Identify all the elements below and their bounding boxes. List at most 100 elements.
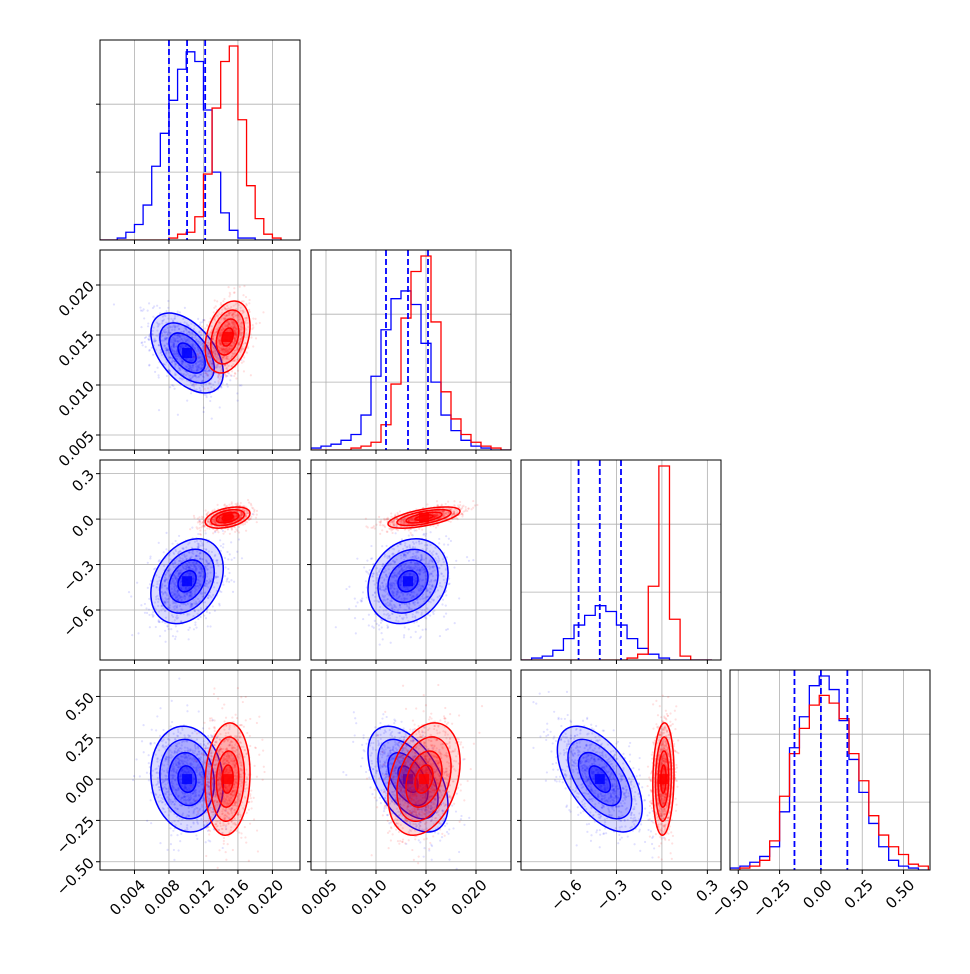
sample-point bbox=[254, 318, 256, 320]
panel-2-0: −0.6−0.30.00.3 bbox=[59, 460, 300, 664]
sample-point bbox=[219, 604, 221, 606]
sample-point bbox=[199, 529, 201, 531]
sample-point bbox=[202, 516, 204, 518]
sample-point bbox=[171, 543, 173, 545]
sample-point bbox=[147, 325, 149, 327]
sample-point bbox=[220, 302, 222, 304]
sample-point bbox=[466, 556, 468, 558]
sample-point bbox=[256, 513, 258, 515]
sample-point bbox=[348, 608, 350, 610]
sample-point bbox=[224, 575, 226, 577]
sample-point bbox=[240, 502, 242, 504]
sample-point bbox=[205, 509, 207, 511]
sample-point bbox=[169, 386, 171, 388]
sample-point bbox=[233, 375, 235, 377]
sample-point bbox=[354, 598, 356, 600]
sample-point bbox=[208, 528, 210, 530]
sample-point bbox=[204, 319, 206, 321]
sample-point bbox=[422, 629, 424, 631]
sample-point bbox=[204, 327, 206, 329]
sample-point bbox=[197, 618, 199, 620]
sample-point bbox=[149, 555, 151, 557]
sample-point bbox=[204, 331, 206, 333]
sample-point bbox=[218, 378, 220, 380]
sample-point bbox=[235, 503, 237, 505]
sample-point bbox=[177, 311, 179, 313]
sample-point bbox=[234, 291, 236, 293]
sample-point bbox=[211, 418, 213, 420]
sample-point bbox=[157, 374, 159, 376]
sample-point bbox=[220, 386, 222, 388]
sample-point bbox=[201, 522, 203, 524]
sample-point bbox=[443, 543, 445, 545]
sample-point bbox=[148, 336, 150, 338]
sample-point bbox=[206, 514, 208, 516]
sample-point bbox=[193, 517, 195, 519]
sample-point bbox=[448, 538, 450, 540]
sample-point bbox=[381, 626, 383, 628]
sample-point bbox=[450, 540, 452, 542]
sample-point bbox=[381, 529, 383, 531]
sample-point bbox=[212, 532, 214, 534]
sample-point bbox=[421, 529, 423, 531]
sample-point bbox=[241, 300, 243, 302]
sample-point bbox=[374, 620, 376, 622]
sample-point bbox=[373, 627, 375, 629]
sample-point bbox=[174, 638, 176, 640]
sample-point bbox=[360, 599, 362, 601]
sample-point bbox=[362, 591, 364, 593]
sample-point bbox=[390, 512, 392, 514]
sample-point bbox=[222, 379, 224, 381]
sample-point bbox=[175, 636, 177, 638]
sample-point bbox=[210, 396, 212, 398]
sample-point bbox=[219, 406, 221, 408]
panel-content bbox=[113, 285, 265, 420]
sample-point bbox=[445, 535, 447, 537]
sample-point bbox=[224, 557, 226, 559]
sample-point bbox=[248, 309, 250, 311]
sample-point bbox=[139, 306, 141, 308]
sample-point bbox=[209, 625, 211, 627]
sample-point bbox=[204, 529, 206, 531]
histogram-blue-param-0 bbox=[100, 52, 281, 240]
sample-point bbox=[198, 527, 200, 529]
sample-point bbox=[420, 636, 422, 638]
sample-point bbox=[228, 295, 230, 297]
sample-point bbox=[154, 567, 156, 569]
sample-point bbox=[443, 616, 445, 618]
sample-point bbox=[199, 520, 201, 522]
sample-point bbox=[184, 307, 186, 309]
sample-point bbox=[196, 526, 198, 528]
sample-point bbox=[207, 375, 209, 377]
sample-point bbox=[445, 594, 447, 596]
panel-content bbox=[100, 40, 281, 240]
sample-point bbox=[196, 356, 198, 358]
histogram-red-param-0 bbox=[100, 46, 281, 240]
sample-point bbox=[335, 626, 337, 628]
sample-point bbox=[222, 543, 224, 545]
sample-point bbox=[239, 286, 241, 288]
sample-point bbox=[223, 504, 225, 506]
panel-0-0 bbox=[96, 40, 300, 244]
sample-point bbox=[214, 299, 216, 301]
sample-point bbox=[148, 364, 150, 366]
sample-point bbox=[212, 605, 214, 607]
sample-point bbox=[368, 624, 370, 626]
sample-point bbox=[193, 384, 195, 386]
sample-point bbox=[207, 387, 209, 389]
sample-point bbox=[425, 533, 427, 535]
y-tick-label: 0.020 bbox=[55, 277, 98, 320]
sample-point bbox=[249, 518, 251, 520]
sample-point bbox=[167, 300, 169, 302]
sample-point bbox=[207, 625, 209, 627]
sample-point bbox=[248, 501, 250, 503]
y-tick-label: −0.6 bbox=[59, 602, 97, 640]
sample-point bbox=[216, 300, 218, 302]
sample-point bbox=[236, 551, 238, 553]
sample-point bbox=[345, 588, 347, 590]
sample-point bbox=[172, 635, 174, 637]
sample-point bbox=[144, 337, 146, 339]
y-tick-label: 0.3 bbox=[68, 466, 98, 496]
sample-point bbox=[147, 310, 149, 312]
sample-point bbox=[238, 531, 240, 533]
